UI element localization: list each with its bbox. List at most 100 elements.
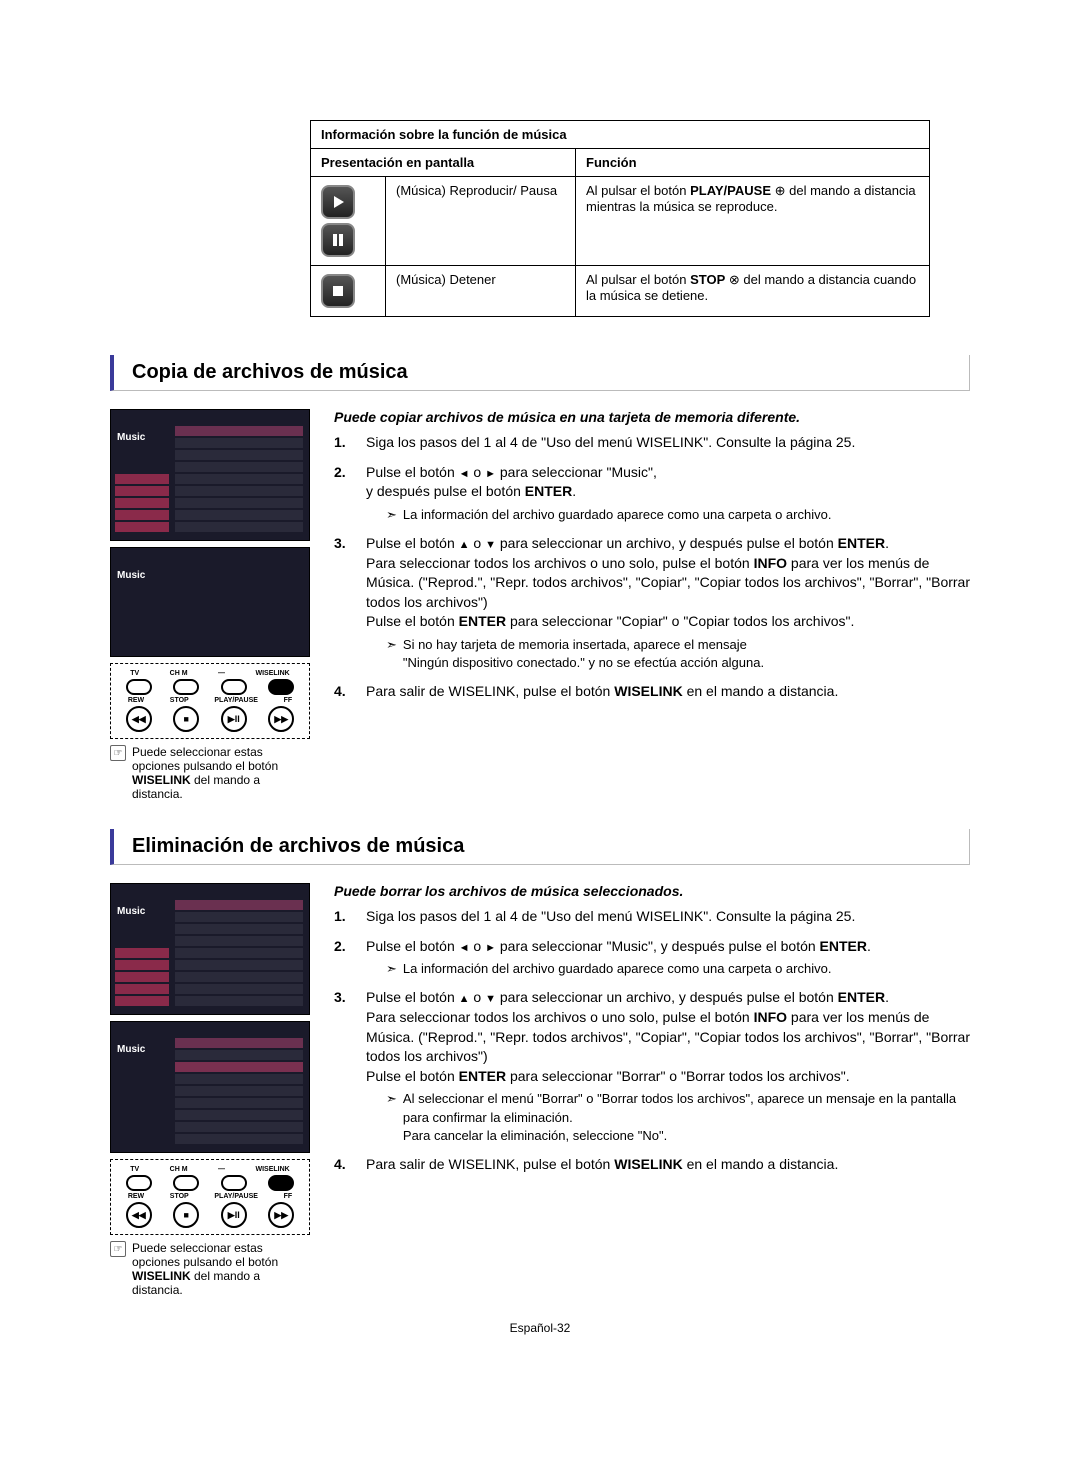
remote-sq-2 [173, 679, 199, 695]
step-1-3: 3. Pulse el botón o para seleccionar un … [334, 534, 970, 672]
remote-sq-1 [126, 679, 152, 695]
sub-arrow-3 [386, 960, 397, 978]
s2s3b: o [470, 989, 486, 1005]
s2s3sub2: Para cancelar la eliminación, seleccione… [403, 1128, 667, 1143]
step-1-2: 2. Pulse el botón o para seleccionar "Mu… [334, 463, 970, 524]
remote-rew-btn: ◀◀ [126, 706, 152, 732]
s1s2b: o [470, 464, 486, 480]
tv-music-label-3: Music [117, 906, 145, 917]
up-arrow-icon-2 [459, 989, 470, 1005]
tv-screenshot-2: Music [110, 547, 310, 657]
left-note-text-2: Puede seleccionar estas opciones pulsand… [132, 1241, 310, 1297]
remote-stop-btn-2: ■ [173, 1202, 199, 1228]
s1s3d: ENTER [838, 535, 885, 551]
up-arrow-icon [459, 535, 470, 551]
left-arrow-icon [459, 464, 470, 480]
s2s2sub: La información del archivo guardado apar… [403, 960, 832, 978]
tv-screenshot-1: Music [110, 409, 310, 541]
s2s2e: . [867, 938, 871, 954]
s1s3p3c: para seleccionar "Copiar" o "Copiar todo… [506, 613, 854, 629]
remote-diagram-1: TVCH M—WISELINK REWSTOPPLAY/PAUSEFF ◀◀■▶… [110, 663, 310, 739]
s1s2d: y después pulse el botón [366, 483, 525, 499]
remote-dash-label: — [218, 670, 225, 677]
sub-arrow-2 [386, 636, 397, 672]
row2-func-pre: Al pulsar el botón [586, 272, 690, 287]
step-2-3: 3. Pulse el botón o para seleccionar un … [334, 988, 970, 1145]
s2s3p2b: INFO [754, 1009, 787, 1025]
left-arrow-icon-2 [459, 938, 470, 954]
s1s2a: Pulse el botón [366, 464, 459, 480]
s1s3p3b: ENTER [459, 613, 506, 629]
ln1b: WISELINK [132, 773, 191, 787]
s2s3c: para seleccionar un archivo, y después p… [496, 989, 838, 1005]
section-copy-title: Copia de archivos de música [132, 361, 408, 383]
remote-diagram-2: TVCH M—WISELINK REWSTOPPLAY/PAUSEFF ◀◀■▶… [110, 1159, 310, 1235]
playpause-symbol [775, 183, 786, 198]
table-col-function: Función [576, 149, 930, 177]
s1s3p3a: Pulse el botón [366, 613, 459, 629]
step-2-4: 4. Para salir de WISELINK, pulse el botó… [334, 1155, 970, 1175]
music-function-info-table: Información sobre la función de música P… [310, 120, 930, 317]
sub-arrow-4 [386, 1090, 397, 1145]
stop-symbol [729, 272, 740, 287]
remote-pp-btn-2: ▶II [221, 1202, 247, 1228]
s1s2f: . [572, 483, 576, 499]
ln1a: Puede seleccionar estas opciones pulsand… [132, 745, 278, 773]
step-2-2: 2. Pulse el botón o para seleccionar "Mu… [334, 937, 970, 979]
section1-intro: Puede copiar archivos de música en una t… [334, 409, 970, 425]
right-arrow-icon [485, 464, 496, 480]
stop-icon-cell [311, 266, 386, 317]
remote-sq-3 [221, 679, 247, 695]
s2s3p2a: Para seleccionar todos los archivos o un… [366, 1009, 754, 1025]
s1s3c: para seleccionar un archivo, y después p… [496, 535, 838, 551]
s2s3p3c: para seleccionar "Borrar" o "Borrar todo… [506, 1068, 850, 1084]
row1-func-pre: Al pulsar el botón [586, 183, 690, 198]
remote-tv-label: TV [130, 670, 139, 677]
s2s4c: en el mando a distancia. [683, 1156, 839, 1172]
s1s3b: o [470, 535, 486, 551]
remote-dash-label-2: — [218, 1166, 225, 1173]
remote-pp-label: PLAY/PAUSE [214, 697, 258, 704]
table-title: Información sobre la función de música [311, 121, 930, 149]
s1s2sub: La información del archivo guardado apar… [403, 506, 832, 524]
section-delete-header: Eliminación de archivos de música [110, 829, 970, 865]
sub-arrow-1 [386, 506, 397, 524]
s1s3e: . [885, 535, 889, 551]
remote-rew-label-2: REW [128, 1193, 144, 1200]
hand-icon: ☞ [110, 745, 126, 761]
remote-chm-label-2: CH M [170, 1166, 188, 1173]
step-1-1: 1.Siga los pasos del 1 al 4 de "Uso del … [334, 433, 970, 453]
s2s4b: WISELINK [614, 1156, 682, 1172]
s1s3sub: Si no hay tarjeta de memoria insertada, … [403, 636, 764, 672]
remote-sq-2b [173, 1175, 199, 1191]
tv-music-label: Music [117, 432, 145, 443]
pause-icon [321, 223, 355, 257]
down-arrow-icon-2 [485, 989, 496, 1005]
remote-sq-wiselink-b [268, 1175, 294, 1191]
left-note-1: ☞ Puede seleccionar estas opciones pulsa… [110, 745, 310, 801]
tv-screenshot-4: Music [110, 1021, 310, 1153]
s2s2d: ENTER [820, 938, 867, 954]
remote-sq-3b [221, 1175, 247, 1191]
remote-wiselink-label: WISELINK [255, 670, 289, 677]
s2s2a: Pulse el botón [366, 938, 459, 954]
s2s4a: Para salir de WISELINK, pulse el botón [366, 1156, 614, 1172]
ln2b: WISELINK [132, 1269, 191, 1283]
remote-rew-label: REW [128, 697, 144, 704]
remote-wiselink-label-2: WISELINK [255, 1166, 289, 1173]
row1-desc: (Música) Reproducir/ Pausa [386, 177, 576, 266]
s2s3e: . [885, 989, 889, 1005]
remote-ff-btn-2: ▶▶ [268, 1202, 294, 1228]
remote-pp-btn: ▶II [221, 706, 247, 732]
s2s3p3b: ENTER [459, 1068, 506, 1084]
s1s4a: Para salir de WISELINK, pulse el botón [366, 683, 614, 699]
section-delete-title: Eliminación de archivos de música [132, 835, 464, 857]
s2s3sub1: Al seleccionar el menú "Borrar" o "Borra… [403, 1091, 956, 1124]
stop-icon [321, 274, 355, 308]
row1-func: Al pulsar el botón PLAY/PAUSE del mando … [576, 177, 930, 266]
tv-screenshot-3: Music [110, 883, 310, 1015]
playpause-icon-cell [311, 177, 386, 266]
row2-func: Al pulsar el botón STOP del mando a dist… [576, 266, 930, 317]
remote-stop-btn: ■ [173, 706, 199, 732]
tv-music-label-2: Music [117, 570, 145, 581]
